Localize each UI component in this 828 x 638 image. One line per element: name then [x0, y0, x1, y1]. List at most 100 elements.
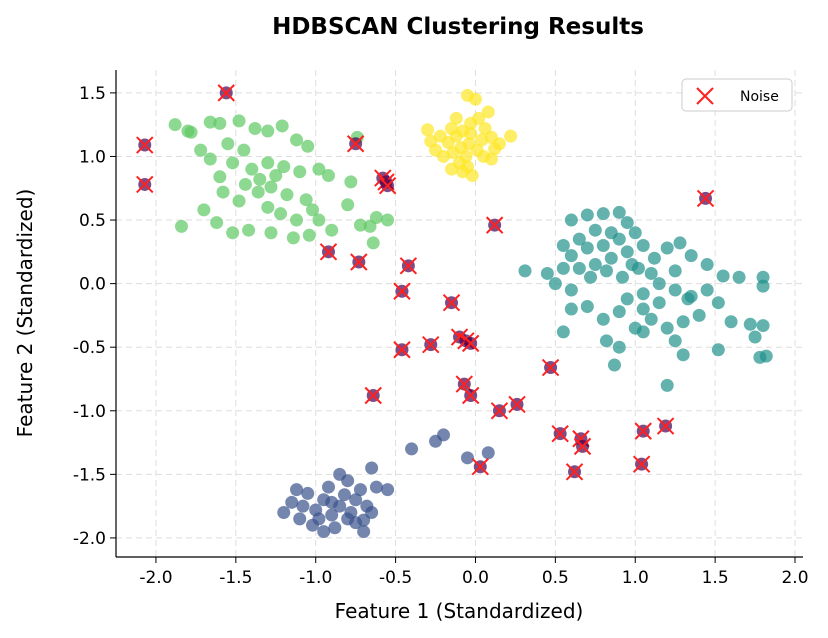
cluster-point [596, 238, 610, 252]
cluster-point [344, 175, 358, 189]
cluster-point [437, 428, 451, 442]
cluster-point [652, 296, 666, 310]
noise-x-stroke [632, 455, 651, 473]
cluster-point [660, 241, 674, 255]
y-tick-label: -1.5 [73, 465, 106, 485]
cluster-point [676, 348, 690, 362]
x-tick-label: 0.0 [462, 568, 489, 588]
cluster-point [328, 521, 342, 535]
cluster-point [168, 118, 182, 132]
noise-x-stroke [471, 458, 489, 476]
noise-x-stroke [461, 334, 480, 353]
cluster-point [232, 194, 246, 208]
cluster-point [226, 226, 240, 240]
cluster-point [599, 264, 613, 278]
noise-x-stroke [696, 189, 715, 208]
cluster-point [673, 236, 687, 250]
noise-x-stroke [350, 253, 368, 271]
cluster-point [341, 198, 355, 212]
cluster-point [564, 302, 578, 316]
cluster-point [216, 185, 230, 199]
cluster-point [325, 223, 339, 237]
noise-x-stroke [455, 375, 474, 393]
noise-x-stroke [319, 243, 338, 261]
legend-noise-label: Noise [740, 89, 779, 105]
noise-x-stroke [217, 84, 235, 102]
cluster-point [274, 207, 288, 221]
y-axis-label: Feature 2 (Standardized) [13, 189, 37, 438]
cluster-point [481, 105, 495, 119]
cluster-point [518, 264, 532, 278]
cluster-point [636, 238, 650, 252]
cluster-point [337, 488, 351, 502]
cluster-point [584, 270, 598, 284]
cluster-point [175, 219, 189, 233]
noise-x-stroke [541, 358, 560, 377]
cluster-point [481, 446, 495, 460]
cluster-point [248, 121, 262, 135]
cluster-point [484, 152, 498, 166]
noise-x-marker [442, 293, 461, 312]
axes: -2.0 -1.5 -1.0 -0.5 0.0 0.5 1.0 1.5 2.0 -2.0 -1.5 -… [73, 70, 809, 588]
cluster-point [363, 219, 377, 233]
cluster-point [277, 505, 291, 519]
cluster-point [286, 231, 300, 245]
points [136, 84, 773, 539]
cluster-point [381, 213, 395, 227]
noise-x-stroke [551, 424, 569, 443]
x-tick-label: 1.0 [622, 568, 649, 588]
cluster-point [612, 232, 626, 246]
cluster-point [475, 133, 489, 147]
cluster-point [213, 116, 227, 130]
noise-x-marker [364, 386, 382, 405]
cluster-point [306, 203, 320, 217]
cluster-point [472, 111, 486, 125]
cluster-point [644, 312, 658, 326]
noise-x-stroke [393, 341, 411, 359]
noise-x-marker [490, 402, 509, 420]
noise-x-marker [485, 216, 504, 234]
noise-x-stroke [442, 293, 461, 312]
noise-x-marker [461, 386, 480, 405]
cluster-point [301, 139, 315, 153]
noise-x-marker [632, 455, 651, 473]
cluster-point [711, 296, 725, 310]
chart-title: HDBSCAN Clustering Results [272, 14, 644, 40]
cluster-point [564, 283, 578, 297]
y-tick-label: -1.0 [73, 402, 106, 422]
legend-box [681, 78, 793, 112]
cluster-point [296, 499, 310, 513]
cluster-point [237, 143, 251, 157]
cluster-point [588, 223, 602, 237]
x-tick-label: -1.0 [299, 568, 332, 588]
cluster-point [556, 325, 570, 339]
cluster-point [301, 486, 315, 500]
x-axis-label: Feature 1 (Standardized) [335, 599, 584, 623]
cluster-point [572, 261, 586, 275]
cluster-point [668, 283, 682, 297]
cluster-point [716, 269, 730, 283]
cluster-point [293, 512, 307, 526]
noise-x-stroke [565, 463, 584, 481]
cluster-point [365, 505, 379, 519]
cluster-point [459, 149, 473, 163]
cluster-point [488, 142, 502, 156]
cluster-point [353, 483, 367, 497]
noise-x-stroke [461, 386, 480, 405]
cluster-point [381, 483, 395, 497]
cluster-point [261, 200, 275, 214]
cluster-point [261, 124, 275, 138]
cluster-point [615, 270, 629, 284]
cluster-point [580, 300, 594, 314]
y-tick-label: 1.5 [79, 84, 106, 104]
cluster-point [596, 207, 610, 221]
cluster-point [753, 350, 767, 364]
noise-x-marker [656, 417, 675, 435]
cluster-point [556, 261, 570, 275]
cluster-point [580, 208, 594, 222]
cluster-point [299, 193, 313, 207]
noise-x-marker [393, 341, 411, 359]
y-tick-label: -2.0 [73, 529, 106, 549]
cluster-point [636, 287, 650, 301]
